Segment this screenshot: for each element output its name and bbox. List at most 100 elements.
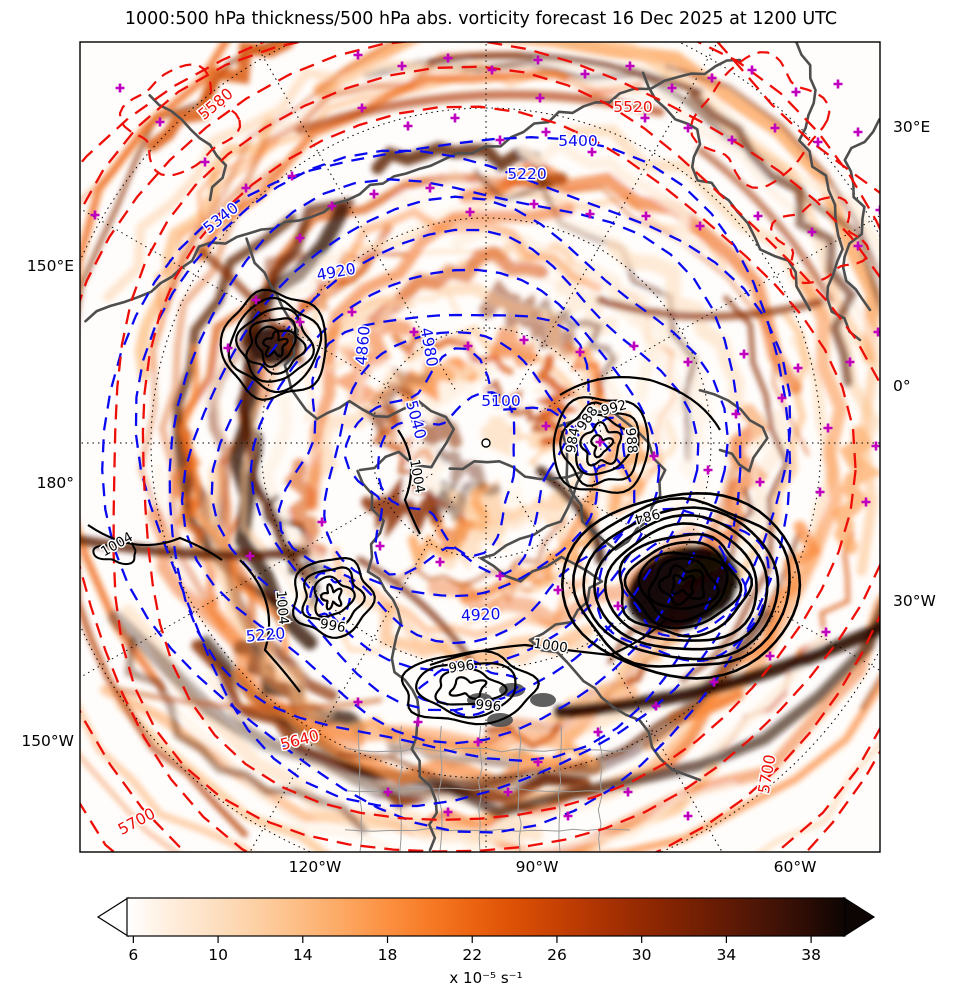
- mslp-contour: [92, 538, 137, 566]
- mslp-contour: [415, 662, 517, 719]
- thickness-contour-red: [112, 65, 880, 852]
- vorticity-max-marker: [833, 79, 843, 89]
- vorticity-max-marker: [553, 585, 563, 595]
- vorticity-max-marker: [625, 61, 635, 71]
- vorticity-max-marker: [629, 341, 639, 351]
- vorticity-max-marker: [383, 787, 393, 797]
- vorticity-band: [420, 413, 462, 449]
- thickness-contour-blue: [168, 178, 742, 762]
- thickness-contour-blue: [377, 391, 516, 557]
- vorticity-max-marker: [651, 701, 661, 711]
- vorticity-max-marker: [595, 437, 605, 447]
- axis-tick-label: 180°: [37, 474, 74, 492]
- vorticity-filament: [696, 146, 834, 304]
- coastline: [448, 460, 604, 642]
- state-border: [344, 747, 631, 753]
- vorticity-band: [642, 272, 848, 751]
- vorticity-max-marker: [375, 541, 385, 551]
- mslp-contour: [219, 288, 327, 401]
- pole-marker: [481, 438, 491, 448]
- thickness-contour-red: [689, 51, 831, 189]
- colorbar-min-arrow: [96, 896, 129, 938]
- state-border: [344, 787, 631, 793]
- vorticity-max-marker: [587, 147, 597, 157]
- vorticity-max-marker: [739, 349, 749, 359]
- vorticity-band: [534, 354, 580, 447]
- axis-tick-label: 150°W: [21, 732, 74, 750]
- mslp-contour: [245, 317, 307, 375]
- vorticity-max-marker: [397, 61, 407, 71]
- contour-label: 984: [563, 426, 583, 454]
- vorticity-filament: [295, 90, 665, 135]
- coastline: [315, 399, 455, 472]
- contour-label: 988: [622, 427, 640, 454]
- colorbar-unit-label: x 10⁻⁵ s⁻¹: [449, 969, 522, 987]
- vorticity-max-marker: [443, 807, 453, 817]
- axis-tick-label: 90°W: [516, 858, 559, 876]
- thickness-contour-red: [80, 42, 880, 852]
- vorticity-max-marker: [793, 363, 803, 373]
- vorticity-max-marker: [813, 137, 823, 147]
- vorticity-max-marker: [465, 207, 475, 217]
- vorticity-band: [161, 51, 524, 313]
- vorticity-max-markers-layer: [90, 50, 880, 821]
- vorticity-max-marker: [241, 183, 251, 193]
- vorticity-band: [480, 415, 517, 459]
- vorticity-max-marker: [683, 357, 693, 367]
- vorticity-band: [306, 203, 576, 512]
- vorticity-band: [445, 478, 564, 532]
- vorticity-band: [374, 409, 435, 466]
- thickness-contour-red: [80, 42, 880, 852]
- vorticity-max-marker: [347, 307, 357, 317]
- vorticity-max-marker: [519, 335, 529, 345]
- vorticity-max-marker: [403, 121, 413, 131]
- vorticity-max-marker: [541, 421, 551, 431]
- colorbar-tick-label: 34: [717, 946, 737, 964]
- vorticity-band: [564, 124, 880, 470]
- mslp-contour: [657, 564, 706, 607]
- vorticity-max-marker: [815, 487, 825, 497]
- vorticity-max-marker: [295, 317, 305, 327]
- vorticity-band: [508, 424, 549, 467]
- vorticity-max-marker: [823, 423, 833, 433]
- vorticity-band: [517, 137, 706, 252]
- thickness-contour-blue: [344, 347, 569, 576]
- thickness-contour-blue: [249, 268, 661, 672]
- vorticity-max-marker: [413, 717, 423, 727]
- contour-label: 5400: [558, 132, 597, 150]
- vorticity-band: [313, 42, 880, 364]
- coastline: [841, 118, 880, 312]
- vorticity-max-marker: [245, 551, 255, 561]
- axis-labels: 150°E 180° 150°W 30°E 0° 30°W 120°W 90°W 60°W: [21, 118, 935, 876]
- vorticity-max-marker: [425, 183, 435, 193]
- great-lake: [530, 693, 556, 707]
- vorticity-filament: [553, 621, 880, 719]
- coastline: [148, 94, 228, 202]
- colorbar-tick-label: 30: [632, 946, 652, 964]
- colorbar-tick-label: 14: [293, 946, 313, 964]
- thickness-contour-red: [141, 105, 857, 822]
- vorticity-max-marker: [115, 83, 125, 93]
- vorticity-band: [137, 42, 398, 529]
- vorticity-max-marker: [575, 347, 585, 357]
- vorticity-band: [259, 395, 328, 568]
- vorticity-band: [196, 463, 333, 722]
- colorbar-tick-label: 18: [378, 946, 398, 964]
- state-border: [437, 725, 443, 852]
- contour-label: 996: [319, 616, 347, 636]
- vorticity-max-marker: [861, 497, 871, 507]
- mslp-contour: [234, 307, 316, 383]
- vorticity-band: [361, 474, 442, 540]
- vorticity-max-marker: [251, 295, 261, 305]
- thickness-contour-blue: [305, 571, 355, 625]
- vorticity-max-marker: [585, 209, 595, 219]
- vorticity-max-marker: [409, 327, 419, 337]
- mslp-contour: [603, 522, 758, 642]
- mslp-contour: [637, 551, 729, 623]
- axis-tick-label: 150°E: [27, 257, 74, 275]
- vorticity-max-marker: [533, 757, 543, 767]
- vorticity-max-marker: [640, 113, 650, 123]
- mslp-contour: [254, 325, 297, 368]
- contour-label: 4860: [352, 325, 373, 366]
